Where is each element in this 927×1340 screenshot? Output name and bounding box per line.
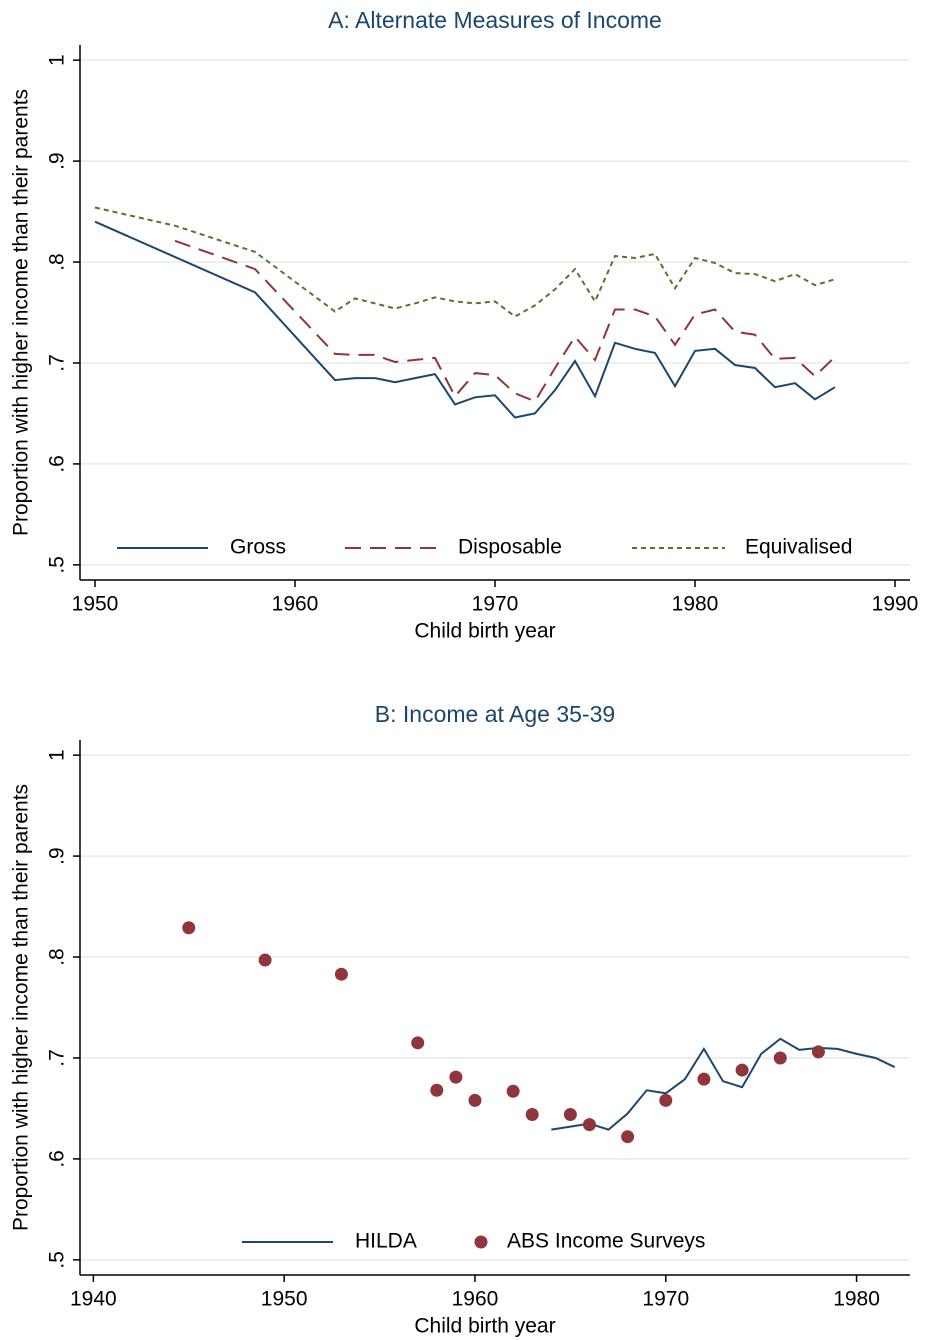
point: [773, 1051, 787, 1065]
point: [697, 1072, 711, 1086]
point: [659, 1093, 673, 1107]
point: [411, 1036, 425, 1050]
legend-label: Equivalised: [745, 536, 852, 559]
point: [506, 1084, 520, 1098]
y-tick-label: .7: [46, 1049, 69, 1067]
y-tick-label: .7: [46, 354, 69, 372]
point: [563, 1108, 577, 1121]
line: [94, 206, 836, 318]
x-tick-label: 1960: [272, 593, 319, 616]
point: [582, 1118, 596, 1132]
y-tick-label: 1: [46, 749, 69, 761]
point: [811, 1045, 825, 1059]
point: [182, 921, 196, 935]
y-tick-label: .8: [46, 253, 69, 271]
y-tick-label: .9: [46, 847, 69, 865]
point: [621, 1130, 635, 1144]
point: [258, 953, 272, 967]
x-tick-label: 1950: [72, 593, 119, 616]
line: [94, 220, 836, 419]
x-tick-label: 1940: [70, 1288, 117, 1311]
x-tick-label: 1980: [833, 1288, 880, 1311]
y-tick-label: 1: [46, 54, 69, 66]
chart-title: A: Alternate Measures of Income: [328, 7, 662, 33]
legend-label: HILDA: [355, 1230, 417, 1253]
point: [449, 1070, 463, 1084]
x-tick-label: 1970: [642, 1288, 689, 1311]
x-tick-label: 1950: [261, 1288, 308, 1311]
point: [468, 1093, 482, 1107]
y-tick-label: .8: [46, 948, 69, 966]
y-axis-label: Proportion with higher income than their…: [10, 784, 33, 1231]
x-axis-label: Child birth year: [414, 1315, 555, 1338]
point: [525, 1108, 539, 1121]
legend-label: Disposable: [458, 536, 562, 559]
point: [430, 1083, 444, 1097]
x-axis-label: Child birth year: [414, 620, 555, 643]
y-tick-label: .9: [46, 152, 69, 170]
legend-label: Gross: [230, 536, 286, 559]
x-tick-label: 1980: [672, 593, 719, 616]
line: [551, 1037, 896, 1131]
legend-swatch: [474, 1235, 488, 1249]
x-tick-label: 1970: [472, 593, 519, 616]
point: [334, 967, 348, 981]
y-tick-label: .6: [46, 1150, 69, 1168]
chart-title: B: Income at Age 35-39: [375, 701, 615, 727]
y-tick-label: .6: [46, 455, 69, 473]
x-tick-label: 1960: [452, 1288, 499, 1311]
y-tick-label: .5: [46, 1251, 69, 1269]
y-axis-label: Proportion with higher income than their…: [10, 89, 33, 536]
legend-label: ABS Income Surveys: [507, 1230, 705, 1253]
y-tick-label: .5: [46, 556, 69, 574]
x-tick-label: 1990: [872, 593, 919, 616]
line: [174, 239, 836, 403]
point: [735, 1063, 749, 1077]
